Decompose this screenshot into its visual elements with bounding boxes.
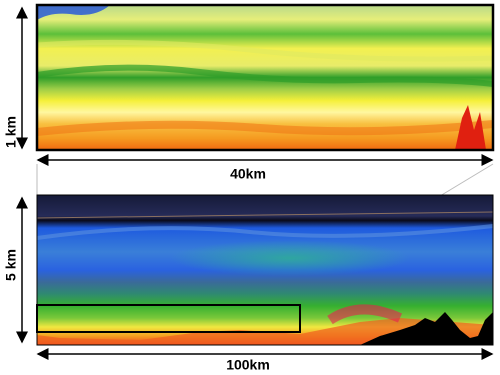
bottom-panel: [36, 194, 494, 346]
width-label: 100km: [226, 357, 270, 373]
panel-border: [35, 3, 495, 152]
height-label: 1 km: [3, 116, 19, 148]
zoom-box: [36, 304, 301, 333]
teal-patch: [170, 240, 410, 276]
texture: [36, 224, 494, 240]
height-label: 5 km: [3, 249, 19, 281]
red-patch: [455, 105, 486, 150]
texture: [36, 120, 494, 136]
blue-patch: [37, 5, 110, 20]
texture: [36, 211, 494, 219]
red-patch: [327, 304, 403, 325]
texture: [36, 39, 494, 62]
terrain: [360, 312, 493, 345]
texture: [36, 64, 494, 87]
panel-border: [36, 194, 494, 346]
top-panel: [35, 3, 495, 152]
width-label: 40km: [230, 166, 266, 182]
zoom-connector: [439, 163, 494, 197]
